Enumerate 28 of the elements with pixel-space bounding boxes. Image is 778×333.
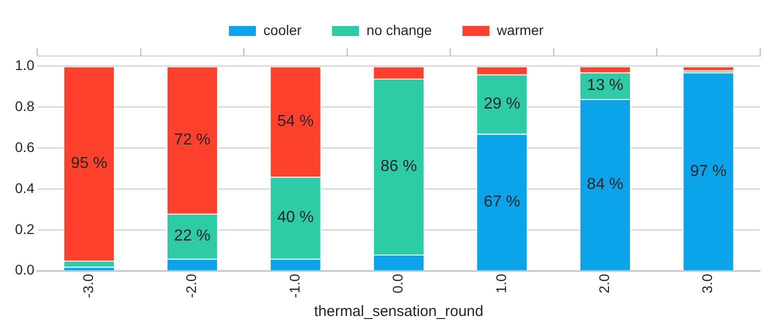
- data-label: 84 %: [586, 176, 624, 194]
- data-label: 40 %: [277, 209, 314, 226]
- data-label: 95 %: [70, 154, 108, 172]
- x-axis-title: thermal_sensation_round: [314, 303, 484, 320]
- x-tick-label: 3.0: [699, 274, 716, 294]
- data-label: 54 %: [277, 112, 314, 130]
- x-tick-label: 0.0: [390, 274, 406, 294]
- data-label: 13 %: [586, 77, 624, 94]
- x-tick-label: -2.0: [183, 274, 200, 298]
- data-label: 67 %: [484, 193, 520, 210]
- y-tick-label: 0.6: [14, 138, 35, 155]
- y-tick-label: 0.4: [14, 180, 35, 196]
- y-tick-label: 0.0: [14, 262, 35, 278]
- y-tick-label: 0.8: [14, 98, 35, 114]
- y-tick-label: 0.2: [14, 220, 35, 237]
- x-tick-label: 2.0: [596, 274, 612, 294]
- data-label: 97 %: [690, 162, 727, 180]
- legend-label: no change: [366, 22, 432, 38]
- data-label: 86 %: [380, 158, 417, 175]
- data-label: 29 %: [484, 96, 520, 112]
- legend-label: cooler: [263, 22, 302, 38]
- legend-label: warmer: [496, 22, 544, 38]
- x-tick-label: 1.0: [492, 274, 509, 294]
- x-tick-label: -3.0: [80, 274, 96, 298]
- x-tick-label: -1.0: [286, 274, 302, 298]
- y-tick-label: 1.0: [14, 57, 35, 74]
- data-label: 22 %: [174, 227, 211, 244]
- data-label: 72 %: [174, 131, 211, 148]
